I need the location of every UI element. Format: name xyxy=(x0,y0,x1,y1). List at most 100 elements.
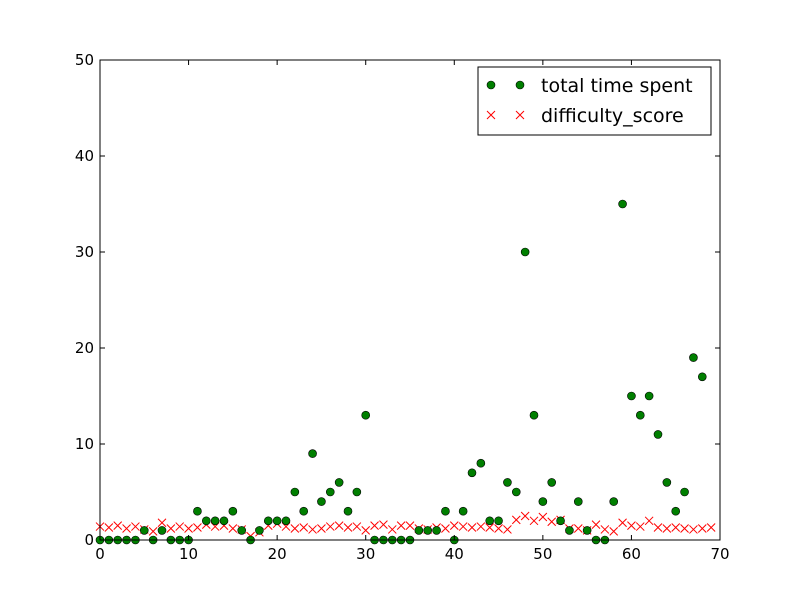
difficulty-score-point xyxy=(352,522,362,531)
difficulty-score-point xyxy=(467,523,477,532)
difficulty-score-point xyxy=(547,517,557,527)
difficulty-score-point xyxy=(573,524,583,533)
y-tick-label: 0 xyxy=(84,531,94,549)
legend-marker-total-time-spent xyxy=(486,80,496,90)
total-time-spent-point xyxy=(423,526,433,535)
difficulty-score-point xyxy=(644,516,654,526)
difficulty-score-point xyxy=(396,521,406,530)
total-time-spent-point xyxy=(139,526,149,535)
difficulty-score-point xyxy=(131,522,140,531)
difficulty-score-point xyxy=(361,526,371,535)
difficulty-score-point xyxy=(193,523,202,532)
difficulty-score-point xyxy=(662,524,672,533)
difficulty-score-point xyxy=(697,524,707,533)
difficulty-score-point xyxy=(370,521,379,530)
total-time-spent-point xyxy=(494,516,503,526)
difficulty-score-point xyxy=(538,512,548,522)
total-time-spent-point xyxy=(538,497,548,506)
x-tick-label: 70 xyxy=(710,545,729,563)
total-time-spent-point xyxy=(157,526,167,535)
difficulty-score-point xyxy=(228,524,238,533)
difficulty-score-point xyxy=(290,524,300,533)
difficulty-score-point xyxy=(157,518,167,528)
difficulty-score-point xyxy=(653,523,663,532)
total-time-spent-point xyxy=(334,478,344,487)
legend: total time spent difficulty_score xyxy=(477,66,712,136)
x-tick-label: 10 xyxy=(179,545,198,563)
difficulty-score-point xyxy=(680,524,689,533)
difficulty-score-point xyxy=(600,525,610,534)
total-time-spent-point xyxy=(441,506,450,516)
total-time-spent-point xyxy=(503,478,512,487)
x-tick-label: 20 xyxy=(268,545,287,563)
total-time-spent-point xyxy=(467,468,477,478)
plot-frame xyxy=(99,59,721,541)
difficulty-score-point xyxy=(175,522,185,531)
difficulty-score-point xyxy=(441,524,450,533)
total-time-spent-point xyxy=(609,497,619,506)
difficulty-score-point xyxy=(449,521,459,530)
legend-label-total-time-spent: total time spent xyxy=(541,75,693,97)
difficulty-score-point xyxy=(343,523,353,532)
difficulty-score-point xyxy=(591,520,601,529)
difficulty-score-point xyxy=(476,522,486,531)
total-time-spent-point xyxy=(573,497,583,506)
difficulty-score-point xyxy=(635,522,645,531)
total-time-spent-point xyxy=(635,410,645,420)
x-tick-label: 40 xyxy=(445,545,464,563)
difficulty-score-point xyxy=(520,511,530,521)
total-time-spent-point xyxy=(618,199,627,209)
y-tick-label: 50 xyxy=(75,51,94,69)
difficulty-score-point xyxy=(609,527,619,536)
total-time-spent-point xyxy=(547,478,557,487)
legend-marker-total-time-spent xyxy=(515,80,525,90)
total-time-spent-point xyxy=(281,516,291,526)
difficulty-score-point xyxy=(379,520,388,529)
total-time-spent-point xyxy=(662,478,672,487)
total-time-spent-point xyxy=(414,526,424,535)
total-time-spent-point xyxy=(511,487,521,497)
legend-label-difficulty-score: difficulty_score xyxy=(541,105,684,127)
y-tick-label: 20 xyxy=(75,339,94,357)
total-time-spent-point xyxy=(210,516,220,526)
difficulty-score-point xyxy=(529,516,539,526)
total-time-spent-point xyxy=(352,487,362,497)
total-time-spent-point xyxy=(290,487,300,497)
difficulty-score-point xyxy=(113,521,123,530)
total-time-spent-point xyxy=(556,516,565,526)
total-time-spent-point xyxy=(361,410,371,420)
difficulty-score-point xyxy=(387,525,397,534)
legend-box xyxy=(477,66,712,136)
difficulty-score-point xyxy=(494,524,503,533)
difficulty-score-point xyxy=(706,523,716,532)
total-time-spent-point xyxy=(201,516,211,526)
total-time-spent-point xyxy=(272,516,282,526)
total-time-spent-point xyxy=(228,506,238,516)
total-time-spent-point xyxy=(193,506,202,516)
total-time-spent-point xyxy=(582,526,592,535)
difficulty-score-point xyxy=(405,521,415,530)
y-tick-label: 30 xyxy=(75,243,94,261)
difficulty-score-point xyxy=(104,523,114,532)
x-tick-label: 60 xyxy=(622,545,641,563)
total-time-spent-point xyxy=(671,506,681,516)
total-time-spent-point xyxy=(565,526,574,535)
total-time-spent-point xyxy=(653,430,663,439)
plot-area xyxy=(100,60,720,540)
x-tick-label: 0 xyxy=(95,545,105,563)
difficulty-score-point xyxy=(166,524,176,533)
total-time-spent-point xyxy=(308,449,317,458)
y-tick-label: 10 xyxy=(75,435,94,453)
total-time-spent-point xyxy=(520,247,530,257)
total-time-spent-point xyxy=(255,526,264,535)
x-tick-label: 30 xyxy=(356,545,375,563)
difficulty-score-point xyxy=(458,522,468,531)
difficulty-score-point xyxy=(317,524,326,533)
x-tick-label: 50 xyxy=(533,545,552,563)
difficulty-score-point xyxy=(299,523,309,532)
total-time-spent-point xyxy=(689,353,698,362)
total-time-spent-point xyxy=(680,487,689,497)
total-time-spent-point xyxy=(476,458,486,468)
legend-marker-difficulty-score xyxy=(486,110,496,120)
